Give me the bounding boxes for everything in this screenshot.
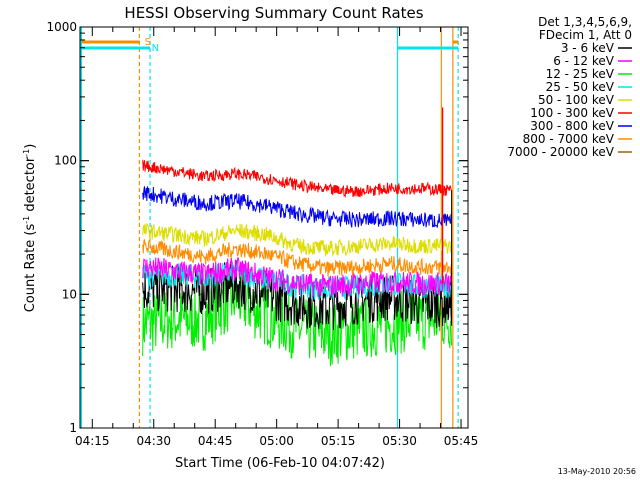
legend-header-line-1: Det 1,3,4,5,6,9, bbox=[538, 15, 632, 29]
legend-label: 50 - 100 keV bbox=[538, 93, 615, 107]
legend-label: 300 - 800 keV bbox=[530, 119, 614, 133]
legend-header-line-2: FDecim 1, Att 0 bbox=[539, 28, 632, 42]
y-tick-label: 100 bbox=[54, 154, 77, 168]
x-axis-label: Start Time (06-Feb-10 04:07:42) bbox=[175, 456, 385, 471]
date-stamp: 13-May-2010 20:56 bbox=[558, 467, 636, 476]
series-line-100-300-kev bbox=[142, 159, 453, 199]
series-line-6-12-kev bbox=[142, 257, 453, 297]
plot-frame bbox=[79, 26, 469, 429]
flag-annotation-n: N bbox=[152, 43, 159, 54]
y-axis-label-sup1: -1 bbox=[22, 216, 31, 224]
y-tick-label: 10 bbox=[62, 287, 77, 301]
x-axis: 04:15 04:30 04:45 05:00 05:15 05:30 05:45 bbox=[75, 27, 478, 448]
x-tick-label: 04:45 bbox=[198, 434, 233, 448]
legend-label: 12 - 25 keV bbox=[546, 67, 615, 81]
y-tick-label: 1000 bbox=[46, 20, 77, 34]
x-tick-label: 04:15 bbox=[75, 434, 110, 448]
chart-title: HESSI Observing Summary Count Rates bbox=[124, 4, 423, 22]
x-tick-label: 05:45 bbox=[444, 434, 479, 448]
legend: Det 1,3,4,5,6,9, FDecim 1, Att 0 3 - 6 k… bbox=[507, 15, 632, 159]
plot-marks: SN bbox=[80, 27, 459, 428]
series-line-300-800-kev bbox=[142, 186, 452, 228]
y-axis-label-end: ) bbox=[23, 144, 38, 149]
legend-label: 800 - 7000 keV bbox=[523, 132, 615, 146]
x-tick-label: 05:15 bbox=[321, 434, 356, 448]
series-line-800-7000-kev bbox=[142, 238, 453, 277]
x-tick-label: 05:30 bbox=[382, 434, 417, 448]
x-tick-label: 05:00 bbox=[259, 434, 294, 448]
legend-label: 3 - 6 keV bbox=[561, 41, 615, 55]
legend-label: 25 - 50 keV bbox=[546, 80, 615, 94]
x-tick-label: 04:30 bbox=[136, 434, 171, 448]
y-axis-label-mid: detector bbox=[23, 156, 38, 216]
y-axis: 1 10 100 1000 bbox=[46, 20, 468, 435]
legend-label: 100 - 300 keV bbox=[530, 106, 614, 120]
legend-label: 7000 - 20000 keV bbox=[507, 145, 614, 159]
y-tick-label: 1 bbox=[69, 421, 77, 435]
y-axis-label-sup2: -1 bbox=[22, 149, 31, 157]
y-axis-label: Count Rate (s-1 detector-1) bbox=[22, 144, 38, 313]
y-axis-label-main: Count Rate (s bbox=[23, 224, 38, 313]
flag-annotation-s: S bbox=[145, 37, 151, 48]
legend-label: 6 - 12 keV bbox=[553, 54, 615, 68]
series-line-50-100-kev bbox=[142, 222, 453, 257]
